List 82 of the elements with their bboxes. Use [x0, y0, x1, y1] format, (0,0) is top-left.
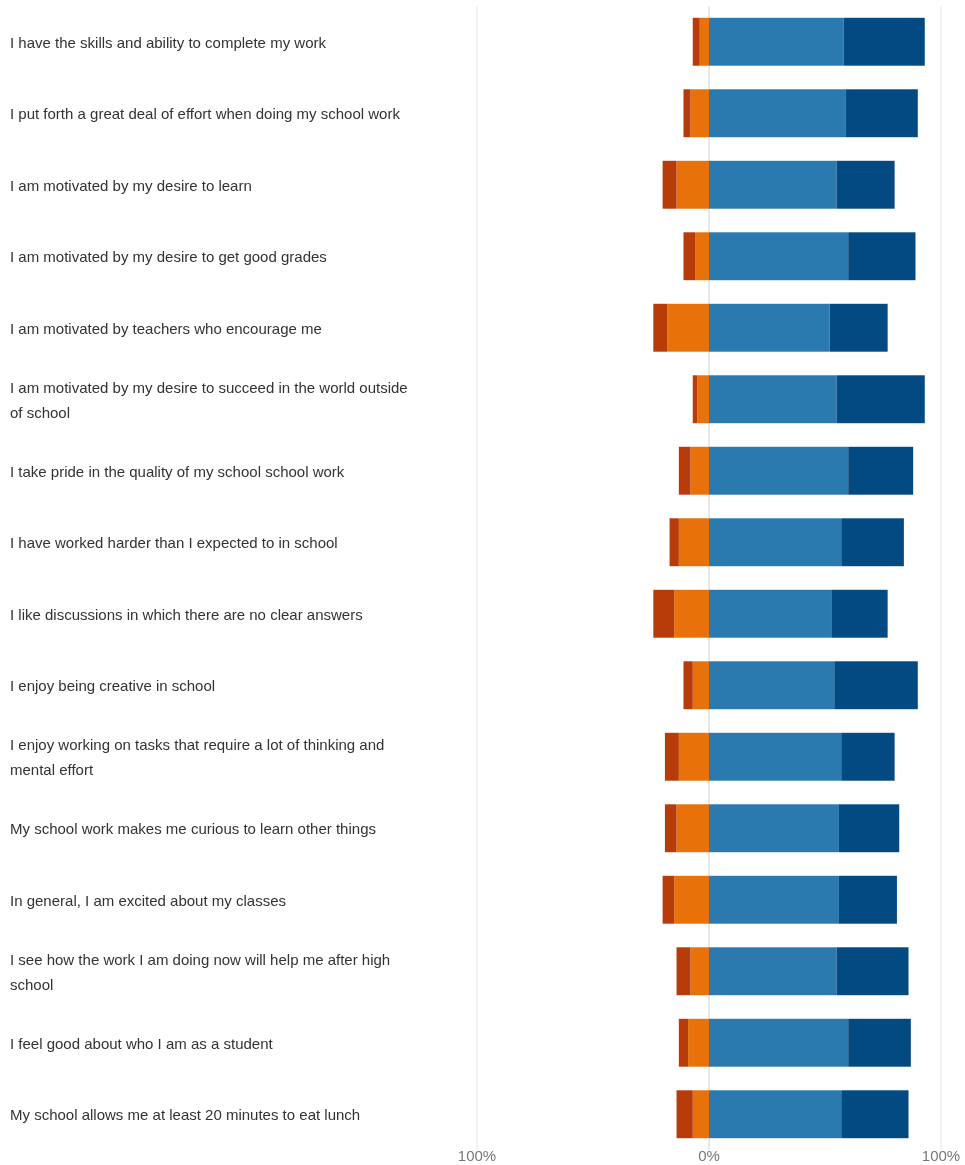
bar: [690, 947, 709, 996]
bar: [841, 732, 895, 781]
y-tick-label: I take pride in the quality of my school school work: [10, 462, 345, 480]
bar: [692, 661, 709, 710]
y-tick-label: I enjoy being creative in school: [10, 677, 216, 695]
bar: [709, 875, 839, 924]
y-tick-label: I like discussions in which there are no clear answers: [10, 605, 363, 623]
bar: [676, 947, 691, 996]
bar: [709, 732, 842, 781]
y-tick-label: I see how the work I am doing now will help me after high school: [10, 950, 391, 993]
bar: [709, 375, 837, 424]
x-tick-label: 100%: [457, 1147, 497, 1164]
bar: [709, 303, 830, 352]
bar: [848, 446, 914, 495]
bar: [653, 589, 675, 638]
bar: [678, 1018, 689, 1067]
bar: [662, 160, 677, 209]
bar: [836, 947, 909, 996]
bar: [709, 518, 842, 567]
bar: [683, 661, 693, 710]
x-tick-label: 100%: [921, 1147, 961, 1164]
x-tick-label: 0%: [698, 1147, 720, 1164]
bar: [678, 518, 709, 567]
bar: [683, 89, 691, 138]
y-tick-label: I am motivated by my desire to learn: [10, 176, 252, 194]
bar: [845, 89, 918, 138]
bar: [699, 17, 709, 66]
y-tick-label: I am motivated by my desire to succeed in the world outside of school: [10, 378, 408, 421]
bar: [667, 303, 709, 352]
y-tick-label: I am motivated by my desire to get good grades: [10, 248, 327, 266]
bar: [676, 1090, 693, 1139]
bar: [829, 303, 888, 352]
bar: [841, 518, 904, 567]
bar: [836, 160, 895, 209]
bar: [709, 661, 835, 710]
bar: [678, 446, 691, 495]
bar: [709, 804, 839, 853]
bar: [831, 589, 888, 638]
bar: [709, 1090, 842, 1139]
y-tick-label: I have worked harder than I expected to in school: [10, 534, 338, 552]
bar: [834, 661, 918, 710]
bar: [669, 518, 679, 567]
bar: [662, 875, 675, 924]
y-tick-label: I put forth a great deal of effort when doing my school work: [10, 105, 401, 123]
bar: [848, 1018, 911, 1067]
y-tick-label: I have the skills and ability to complete my work: [10, 33, 327, 51]
bar: [709, 232, 849, 281]
bar: [664, 804, 677, 853]
bar: [709, 589, 832, 638]
bar: [697, 375, 709, 424]
bar: [676, 804, 709, 853]
y-tick-label: My school work makes me curious to learn other things: [10, 820, 376, 838]
bar: [692, 17, 700, 66]
bar: [664, 732, 679, 781]
bar: [695, 232, 709, 281]
bar: [653, 303, 668, 352]
bar: [674, 589, 709, 638]
y-tick-label: I enjoy working on tasks that require a lot of thinking and mental effort: [10, 736, 385, 779]
bar: [709, 947, 837, 996]
y-tick-label: I feel good about who I am as a student: [10, 1034, 274, 1052]
bar: [709, 1018, 849, 1067]
y-tick-label: In general, I am excited about my classes: [10, 891, 286, 909]
bar: [690, 89, 709, 138]
bar: [709, 160, 837, 209]
bar: [848, 232, 916, 281]
bar: [688, 1018, 709, 1067]
bar: [709, 17, 844, 66]
bar: [841, 1090, 909, 1139]
bar: [838, 875, 897, 924]
bar: [690, 446, 709, 495]
bar: [692, 1090, 709, 1139]
bar: [709, 446, 849, 495]
bar: [709, 89, 846, 138]
bar: [678, 732, 709, 781]
y-tick-label: My school allows me at least 20 minutes to eat lunch: [10, 1106, 361, 1124]
bar: [843, 17, 925, 66]
bar: [836, 375, 925, 424]
bar: [838, 804, 900, 853]
y-tick-label: I am motivated by teachers who encourage me: [10, 319, 322, 337]
bar: [683, 232, 696, 281]
bar: [676, 160, 709, 209]
bar: [674, 875, 709, 924]
